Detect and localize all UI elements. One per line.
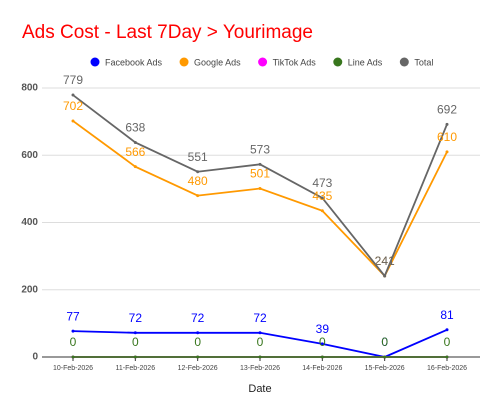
- data-label: 0: [257, 335, 264, 349]
- point: [320, 209, 324, 213]
- point: [383, 274, 387, 278]
- point: [258, 187, 262, 191]
- point: [383, 355, 387, 359]
- y-tick-label: 800: [21, 83, 38, 94]
- legend-label: Line Ads: [348, 57, 383, 67]
- data-label: 501: [250, 167, 270, 181]
- point: [196, 194, 200, 198]
- data-label: 551: [188, 150, 208, 164]
- data-label: 480: [188, 174, 208, 188]
- legend-marker: [179, 57, 189, 67]
- data-label: 0: [381, 335, 388, 349]
- chart-title: Ads Cost - Last 7Day > Yourimage: [22, 22, 313, 43]
- data-label: 779: [63, 73, 83, 87]
- legend-label: TikTok Ads: [273, 57, 317, 67]
- y-tick-label: 0: [32, 352, 38, 363]
- data-label: 77: [66, 309, 80, 323]
- y-tick-label: 200: [21, 284, 38, 295]
- data-label: 473: [312, 176, 332, 190]
- point: [445, 328, 449, 332]
- legend-label: Total: [414, 57, 433, 67]
- y-tick-label: 600: [21, 150, 38, 161]
- point: [445, 355, 449, 359]
- point: [133, 331, 137, 335]
- x-tick-label: 14-Feb-2026: [302, 365, 342, 372]
- point: [71, 355, 75, 359]
- point: [258, 355, 262, 359]
- point: [71, 93, 75, 97]
- data-label: 0: [132, 335, 139, 349]
- x-tick-label: 13-Feb-2026: [240, 365, 280, 372]
- point: [258, 162, 262, 166]
- legend-marker: [399, 57, 409, 67]
- point: [445, 122, 449, 126]
- point: [71, 329, 75, 333]
- point: [445, 150, 449, 154]
- data-label: 39: [316, 322, 330, 336]
- data-label: 0: [194, 335, 201, 349]
- data-label: 0: [444, 335, 451, 349]
- legend-marker: [333, 57, 343, 67]
- point: [133, 355, 137, 359]
- point: [196, 355, 200, 359]
- legend-label: Facebook Ads: [105, 57, 163, 67]
- point: [133, 165, 137, 169]
- point: [133, 140, 137, 144]
- data-label: 0: [319, 335, 326, 349]
- data-label: 692: [437, 102, 457, 116]
- point: [196, 170, 200, 174]
- data-label: 573: [250, 143, 270, 157]
- legend-label: Google Ads: [194, 57, 241, 67]
- point: [320, 342, 324, 346]
- data-label: 72: [129, 311, 143, 325]
- x-axis-label: Date: [248, 383, 271, 395]
- y-tick-label: 400: [21, 217, 38, 228]
- point: [320, 196, 324, 200]
- legend-marker: [90, 57, 100, 67]
- point: [71, 119, 75, 123]
- data-label: 610: [437, 130, 457, 144]
- data-label: 638: [125, 121, 145, 135]
- data-label: 702: [63, 99, 83, 113]
- point: [196, 331, 200, 335]
- x-tick-label: 10-Feb-2026: [53, 365, 93, 372]
- legend-marker: [258, 57, 268, 67]
- data-label: 72: [253, 311, 267, 325]
- data-label: 566: [125, 145, 145, 159]
- point: [258, 331, 262, 335]
- x-tick-label: 16-Feb-2026: [427, 365, 467, 372]
- data-label: 81: [440, 308, 454, 322]
- data-label: 435: [312, 189, 332, 203]
- x-tick-label: 15-Feb-2026: [365, 365, 405, 372]
- x-tick-label: 12-Feb-2026: [178, 365, 218, 372]
- data-label: 72: [191, 311, 205, 325]
- point: [320, 355, 324, 359]
- x-tick-label: 11-Feb-2026: [116, 365, 156, 372]
- data-label: 241: [375, 254, 395, 268]
- data-label: 241: [375, 254, 395, 268]
- data-label: 0: [70, 335, 77, 349]
- data-label: 0: [381, 335, 388, 349]
